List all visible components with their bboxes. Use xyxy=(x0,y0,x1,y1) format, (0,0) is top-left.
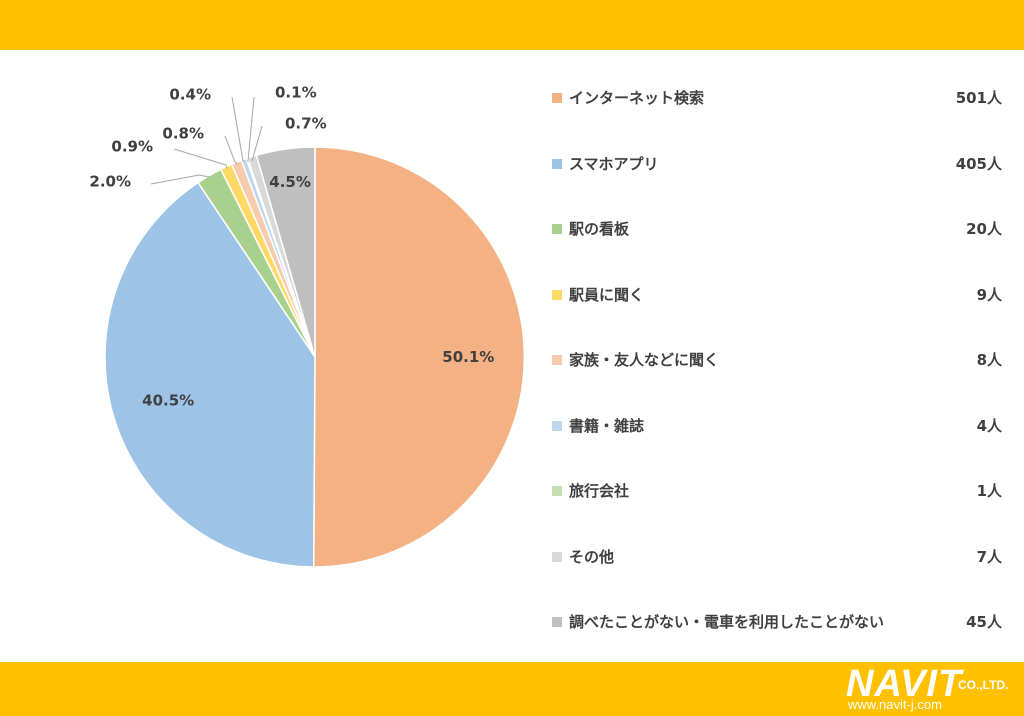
logo-url: www.navit-j.com xyxy=(848,697,942,712)
pie-percent-label: 40.5% xyxy=(142,392,194,410)
legend-label: 旅行会社 xyxy=(569,482,630,500)
legend-count: 7人 xyxy=(976,547,1002,566)
bottom-banner xyxy=(0,662,1024,716)
legend-swatch xyxy=(552,420,562,431)
legend-item: 駅員に聞く 9人 xyxy=(552,282,1002,308)
pie-leader-line xyxy=(231,96,245,162)
pie-slice xyxy=(312,146,526,568)
legend-label: 家族・友人などに聞く xyxy=(569,351,720,369)
navit-logo: NAVIT CO.,LTD. www.navit-j.com xyxy=(846,664,1016,714)
legend-swatch xyxy=(552,93,562,103)
legend-label: 駅の看板 xyxy=(569,220,630,238)
legend-label: その他 xyxy=(569,547,615,566)
legend-item: 家族・友人などに聞く 8人 xyxy=(552,347,1002,373)
legend-swatch xyxy=(552,355,562,365)
legend-swatch xyxy=(552,289,562,300)
pie-leader-line xyxy=(150,174,211,185)
pie-percent-label: 0.4% xyxy=(169,86,211,104)
pie-slice xyxy=(104,181,316,568)
pie-chart: 50.1% 40.5% 2.0% 0.9% 0.8% 0.4% 0.1% 0.7% 4.5% xyxy=(89,84,526,568)
legend-item: その他 7人 xyxy=(552,544,1002,570)
legend-count: 501人 xyxy=(955,89,1002,107)
pie-percent-label: 2.0% xyxy=(89,173,131,191)
legend-count: 8人 xyxy=(976,351,1002,369)
legend-item: 調べたことがない・電車を利用したことがない 45人 xyxy=(552,609,1002,635)
legend-item: 旅行会社 1人 xyxy=(552,478,1002,504)
legend-label: 書籍・雑誌 xyxy=(569,416,645,435)
legend-swatch xyxy=(552,617,562,627)
legend-count: 9人 xyxy=(976,285,1002,304)
legend-count: 405人 xyxy=(955,154,1002,173)
pie-leader-line xyxy=(224,135,238,165)
legend-item: 駅の看板 20人 xyxy=(552,216,1002,242)
pie-slices xyxy=(104,146,526,568)
top-banner xyxy=(0,0,1024,50)
legend-count: 45人 xyxy=(966,613,1002,631)
pie-percent-label: 0.8% xyxy=(162,125,204,143)
pie-leader-line xyxy=(173,148,228,169)
legend-count: 20人 xyxy=(966,220,1002,238)
pie-percent-label: 4.5% xyxy=(269,173,311,191)
legend-swatch xyxy=(552,224,562,234)
legend-item: 書籍・雑誌 4人 xyxy=(552,413,1002,439)
legend-count: 4人 xyxy=(976,416,1002,435)
legend-label: 駅員に聞く xyxy=(569,285,645,304)
pie-leader-line xyxy=(247,96,255,163)
pie-percent-label: 0.9% xyxy=(111,138,153,156)
legend-label: スマホアプリ xyxy=(569,154,659,173)
legend-item: インターネット検索 501人 xyxy=(552,85,1002,111)
legend-count: 1人 xyxy=(976,482,1002,500)
pie-percent-label: 0.7% xyxy=(285,115,327,133)
pie-percent-labels: 50.1% 40.5% 2.0% 0.9% 0.8% 0.4% 0.1% 0.7% 4.5% xyxy=(89,84,494,410)
pie-percent-label: 0.1% xyxy=(275,84,317,102)
legend-item: スマホアプリ 405人 xyxy=(552,151,1002,177)
logo-name: NAVIT xyxy=(846,663,963,705)
legend-label: インターネット検索 xyxy=(569,89,705,107)
pie-percent-label: 50.1% xyxy=(442,348,494,366)
pie-leader-line xyxy=(251,125,263,162)
legend-label: 調べたことがない・電車を利用したことがない xyxy=(569,613,885,631)
legend-swatch xyxy=(552,486,562,496)
legend-swatch xyxy=(552,551,562,562)
legend-swatch xyxy=(552,158,562,169)
pie-leader-lines xyxy=(150,96,263,185)
logo-suffix: CO.,LTD. xyxy=(958,678,1009,692)
pie-slice xyxy=(255,146,316,358)
